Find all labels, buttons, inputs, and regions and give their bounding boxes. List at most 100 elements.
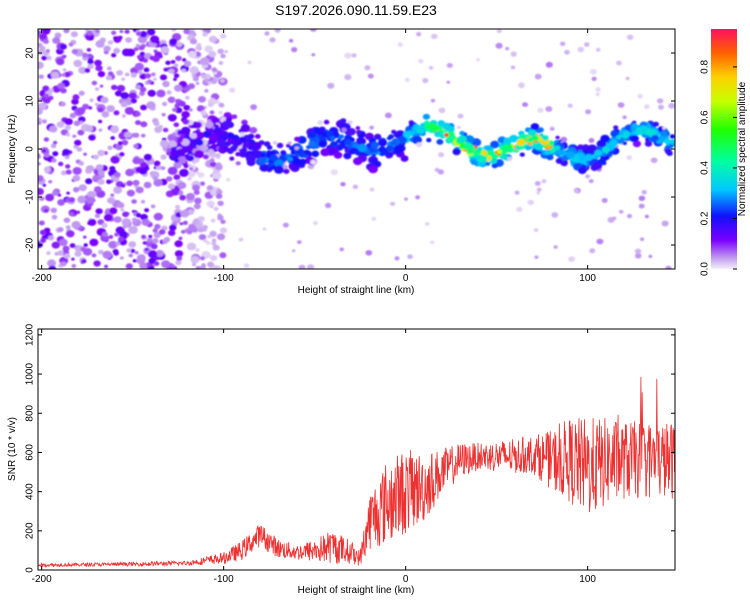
spectrogram-cell [188,50,197,59]
spectrogram-cell [195,45,201,51]
spectrogram-cell [51,158,57,163]
spectrogram-cell [446,63,453,68]
spectrogram-cell [503,137,512,145]
spectrogram-cell [364,65,371,71]
spectrogram-cell [152,176,158,181]
spectrogram-cell [121,218,132,227]
spectrogram-cell [150,171,160,179]
spectrogram-cell [166,148,172,152]
spectrogram-cell [153,77,157,81]
spectrogram-cell [48,88,54,93]
spectrogram-cell [100,234,109,242]
spectrogram-cell [355,126,361,130]
spectrogram-cell [490,150,496,155]
spectrogram-cell [38,74,44,79]
spectrogram-cell [68,42,74,47]
spectrogram-cell [194,51,201,57]
spectrogram-cell [141,218,151,226]
spectrogram-cell [634,253,642,259]
spectrogram-cell [343,152,352,160]
spectrogram-cell [207,234,212,239]
spectrogram-cell [106,105,115,113]
spectrogram-cell [128,241,137,248]
spectrogram-cell [139,262,148,269]
spectrogram-cell [195,266,201,269]
spectrogram-cell [110,125,119,134]
spectrogram-cell [77,195,87,204]
spectrogram-cell [40,97,47,102]
spectrogram-cell [150,204,156,209]
spectrogram-cell [120,183,126,188]
spectrogram-cell [142,58,148,63]
spectrogram-cell [83,152,87,156]
spectrogram-cell [97,107,104,113]
spectrogram-cell [101,231,108,237]
spectrogram-cell [40,238,46,243]
spectrogram-cell [124,72,130,77]
spectrogram-cell [416,125,426,134]
spectrogram-cell [132,259,137,263]
spectrogram-cell [336,145,343,151]
spectrogram-cell [612,216,617,220]
spectrogram-cell [95,65,103,72]
spectrogram-cell [446,137,453,142]
spectrogram-cell [60,88,67,94]
spectrogram-cell [57,193,62,197]
spectrogram-cell [192,184,200,192]
spectrogram-cell [125,48,136,57]
spectrogram-cell [50,143,57,149]
spectrogram-cell [215,100,220,104]
spectrogram-cell [457,135,467,143]
spectrogram-cell [195,139,204,146]
spectrogram-cell [638,203,645,209]
spectrogram-cell [87,63,94,69]
spectrogram-cell [46,251,51,255]
spectrogram-cell [97,178,105,185]
spectrogram-cell [140,199,146,204]
spectrogram-cell [162,127,169,133]
spectrogram-cell [95,164,104,171]
spectrogram-cell [330,135,336,141]
spectrogram-cell [64,125,71,131]
spectrogram-cell [78,116,86,123]
spectrogram-cell [311,150,320,158]
spectrogram-cell [370,141,380,149]
spectrogram-cell [167,96,176,104]
chart-title: S197.2026.090.11.59.E23 [275,2,437,18]
spectrogram-cell [153,212,163,221]
spectrogram-cell [208,133,219,142]
spectrogram-cell [149,160,154,164]
spectrogram-cell [181,111,190,119]
spectrogram-cell [541,179,547,184]
spectrogram-cell [328,148,336,155]
spectrogram-cell [338,134,345,139]
spectrogram-cell [73,187,80,193]
spectrogram-cell [86,30,93,36]
spectrogram-cell [171,29,177,32]
spectrogram-cell [78,184,88,192]
spectrogram-cell [568,256,576,262]
spectrogram-cell [48,180,53,184]
spectrogram-cell [434,131,442,138]
spectrogram-cell [189,132,198,139]
spectrogram-cell [153,120,160,127]
spectrogram-cell [48,265,57,269]
spectrogram-cell [386,145,394,152]
spectrogram-cell [577,144,585,151]
spectrogram-cell [47,235,55,241]
snr-y-axis: 0 200 400 600 800 1000 1200 [25,323,675,573]
spectrogram-cell [180,209,190,218]
spectrogram-cell [98,249,104,255]
spectrogram-cell [444,133,449,137]
spectrogram-cell [159,74,168,81]
spectrogram-cell [87,218,97,226]
spectrogram-x-tick-label: 0 [403,273,409,284]
spectrogram-cell [116,84,126,92]
spectrogram-cell [41,119,48,124]
spectrogram-cell [597,158,607,166]
spectrogram-cell [272,140,278,145]
spectrogram-cell [300,151,306,157]
spectrogram-cell [70,31,78,38]
spectrogram-cell [186,229,193,235]
spectrogram-cell [298,264,306,269]
